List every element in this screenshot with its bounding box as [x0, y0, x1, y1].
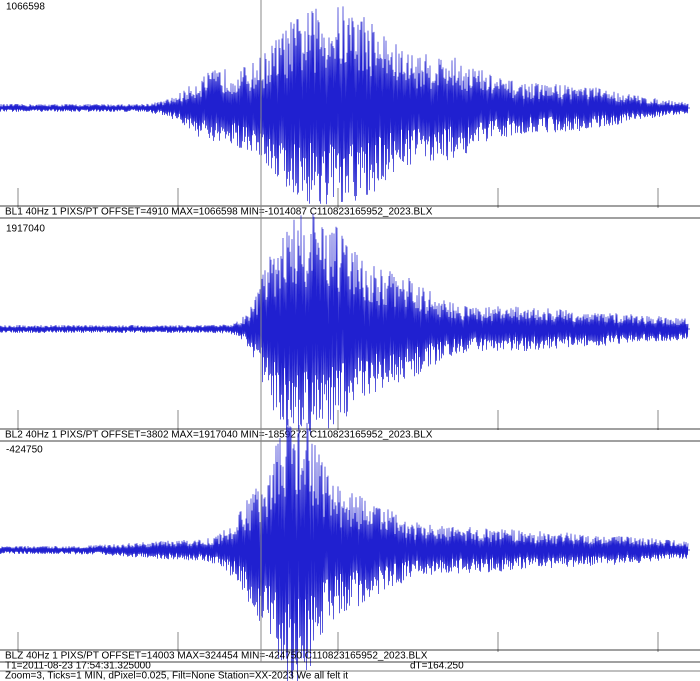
peak-label: 1066598 [6, 2, 45, 13]
waveform [0, 213, 689, 436]
channel-info: BL1 40Hz 1 PIXS/PT OFFSET=4910 MAX=10665… [5, 207, 433, 218]
waveform [0, 419, 689, 681]
channel-info: BLZ 40Hz 1 PIXS/PT OFFSET=14003 MAX=3244… [5, 651, 428, 662]
waveform [0, 6, 689, 205]
status-t1: T1=2011-08-23 17:54:31.325000 [5, 661, 151, 672]
status-settings: Zoom=3, Ticks=1 MIN, dPixel=0.025, Filt=… [5, 671, 348, 681]
channel-info: BL2 40Hz 1 PIXS/PT OFFSET=3802 MAX=19170… [5, 430, 433, 441]
peak-label: 1917040 [6, 224, 45, 235]
peak-label: -424750 [6, 445, 43, 456]
status-dt: dT=164.250 [410, 661, 464, 672]
